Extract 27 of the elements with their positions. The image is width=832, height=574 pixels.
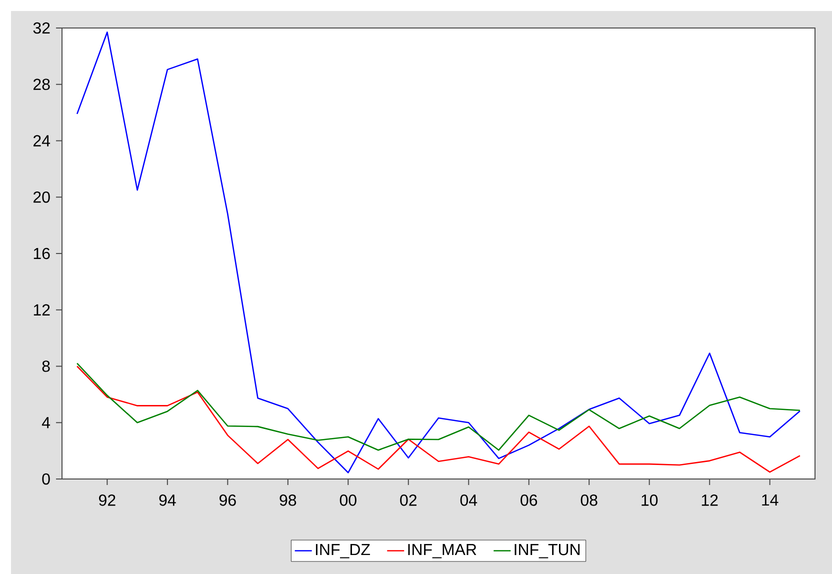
x-tick-label: 06 bbox=[520, 494, 538, 506]
y-tick-label: 24 bbox=[34, 135, 50, 146]
x-tick-label: 92 bbox=[99, 494, 116, 506]
y-tick-label: 0 bbox=[42, 473, 50, 485]
legend-label: INF_MAR bbox=[408, 544, 476, 558]
y-tick-label: 32 bbox=[33, 22, 50, 34]
y-tick-label: 12 bbox=[34, 304, 50, 316]
x-tick-label: 08 bbox=[580, 494, 598, 506]
y-tick-label: 20 bbox=[34, 191, 50, 203]
y-tick-label: 4 bbox=[42, 417, 50, 428]
line-series bbox=[76, 366, 801, 473]
x-tick-label: 94 bbox=[159, 494, 176, 506]
x-tick-label: 96 bbox=[220, 494, 236, 506]
x-tick-label: 12 bbox=[702, 494, 718, 506]
x-tick-label: 10 bbox=[642, 494, 658, 506]
x-tick-label: 14 bbox=[762, 494, 778, 506]
y-tick-label: 16 bbox=[34, 248, 50, 260]
legend-label: INF_TUN bbox=[514, 544, 580, 558]
x-tick-label: 02 bbox=[400, 494, 416, 506]
legend-label: INF_DZ bbox=[316, 544, 370, 558]
x-tick-label: 04 bbox=[460, 494, 478, 506]
x-tick-label: 98 bbox=[280, 494, 296, 506]
line-series bbox=[76, 32, 801, 474]
line-series bbox=[76, 362, 801, 451]
y-tick-label: 28 bbox=[34, 78, 50, 90]
y-tick-label: 8 bbox=[42, 360, 50, 372]
x-tick-label: 00 bbox=[340, 494, 356, 506]
